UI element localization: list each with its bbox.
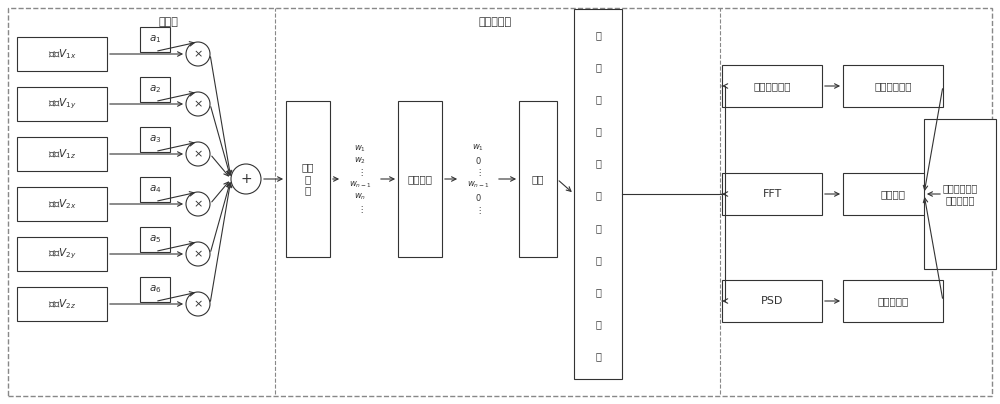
Text: $a_3$: $a_3$ <box>149 133 161 145</box>
FancyBboxPatch shape <box>843 173 943 215</box>
Text: 时域波形比较: 时域波形比较 <box>874 81 912 91</box>
Text: 信: 信 <box>595 319 601 329</box>
FancyBboxPatch shape <box>519 101 557 257</box>
Text: 信号$V_{1z}$: 信号$V_{1z}$ <box>48 147 76 161</box>
Text: 号: 号 <box>595 351 601 362</box>
FancyBboxPatch shape <box>17 137 107 171</box>
Text: $a_6$: $a_6$ <box>149 283 161 295</box>
FancyBboxPatch shape <box>17 287 107 321</box>
Text: 小波
分
解: 小波 分 解 <box>302 162 314 196</box>
Text: 动: 动 <box>595 223 601 233</box>
FancyBboxPatch shape <box>17 87 107 121</box>
Text: $w_1$
$0$
$\vdots$
$w_{n-1}$
$0$
$\vdots$: $w_1$ $0$ $\vdots$ $w_{n-1}$ $0$ $\vdots… <box>467 142 489 216</box>
Text: 振: 振 <box>595 191 601 201</box>
Text: ×: × <box>193 249 203 259</box>
FancyBboxPatch shape <box>286 101 330 257</box>
Text: 信号$V_{1y}$: 信号$V_{1y}$ <box>48 97 76 111</box>
Text: FFT: FFT <box>762 189 782 199</box>
Text: 提: 提 <box>595 30 601 40</box>
Text: 频谱显示: 频谱显示 <box>881 189 906 199</box>
Text: 重构: 重构 <box>532 174 544 184</box>
Circle shape <box>186 42 210 66</box>
FancyBboxPatch shape <box>843 280 943 322</box>
FancyBboxPatch shape <box>398 101 442 257</box>
Text: 时域数据显示: 时域数据显示 <box>753 81 791 91</box>
FancyBboxPatch shape <box>17 237 107 271</box>
FancyBboxPatch shape <box>722 65 822 107</box>
FancyBboxPatch shape <box>17 187 107 221</box>
Text: +: + <box>240 172 252 186</box>
FancyBboxPatch shape <box>140 227 170 252</box>
Circle shape <box>186 142 210 166</box>
FancyBboxPatch shape <box>843 65 943 107</box>
Circle shape <box>231 164 261 194</box>
FancyBboxPatch shape <box>140 126 170 152</box>
FancyBboxPatch shape <box>140 76 170 101</box>
Text: ×: × <box>193 99 203 109</box>
Text: PSD: PSD <box>761 296 783 306</box>
Circle shape <box>186 92 210 116</box>
Text: ×: × <box>193 299 203 309</box>
FancyBboxPatch shape <box>140 27 170 51</box>
FancyBboxPatch shape <box>140 177 170 202</box>
Text: 的: 的 <box>595 126 601 136</box>
FancyBboxPatch shape <box>17 37 107 71</box>
Text: 功率谱显示: 功率谱显示 <box>877 296 909 306</box>
Text: ×: × <box>193 49 203 59</box>
FancyBboxPatch shape <box>924 119 996 269</box>
Text: 出: 出 <box>595 94 601 104</box>
Text: 微振动幅値、
频率、相位: 微振动幅値、 频率、相位 <box>942 183 978 205</box>
Text: 取: 取 <box>595 62 601 72</box>
Text: $a_5$: $a_5$ <box>149 233 161 245</box>
Text: 信号$V_{1x}$: 信号$V_{1x}$ <box>48 47 76 61</box>
FancyBboxPatch shape <box>140 276 170 301</box>
Text: 小波降噪法: 小波降噪法 <box>478 17 512 27</box>
FancyBboxPatch shape <box>722 173 822 215</box>
Text: ×: × <box>193 149 203 159</box>
FancyBboxPatch shape <box>574 9 622 379</box>
Text: 阈値处理: 阈値处理 <box>408 174 432 184</box>
Text: ×: × <box>193 199 203 209</box>
Text: $w_1$
$w_2$
$\vdots$
$w_{n-1}$
$w_n$
$\vdots$: $w_1$ $w_2$ $\vdots$ $w_{n-1}$ $w_n$ $\v… <box>349 143 371 215</box>
Text: $a_4$: $a_4$ <box>149 183 161 195</box>
Text: $a_2$: $a_2$ <box>149 83 161 95</box>
Text: 信号$V_{2z}$: 信号$V_{2z}$ <box>48 297 76 311</box>
Text: 信号$V_{2x}$: 信号$V_{2x}$ <box>48 197 76 211</box>
Text: 梯度法: 梯度法 <box>158 17 178 27</box>
Circle shape <box>186 242 210 266</box>
Text: 微: 微 <box>595 158 601 168</box>
Text: $a_1$: $a_1$ <box>149 33 161 45</box>
Circle shape <box>186 292 210 316</box>
Text: 位: 位 <box>595 255 601 265</box>
Text: 信号$V_{2y}$: 信号$V_{2y}$ <box>48 247 76 261</box>
FancyBboxPatch shape <box>722 280 822 322</box>
Circle shape <box>186 192 210 216</box>
Text: 移: 移 <box>595 287 601 297</box>
